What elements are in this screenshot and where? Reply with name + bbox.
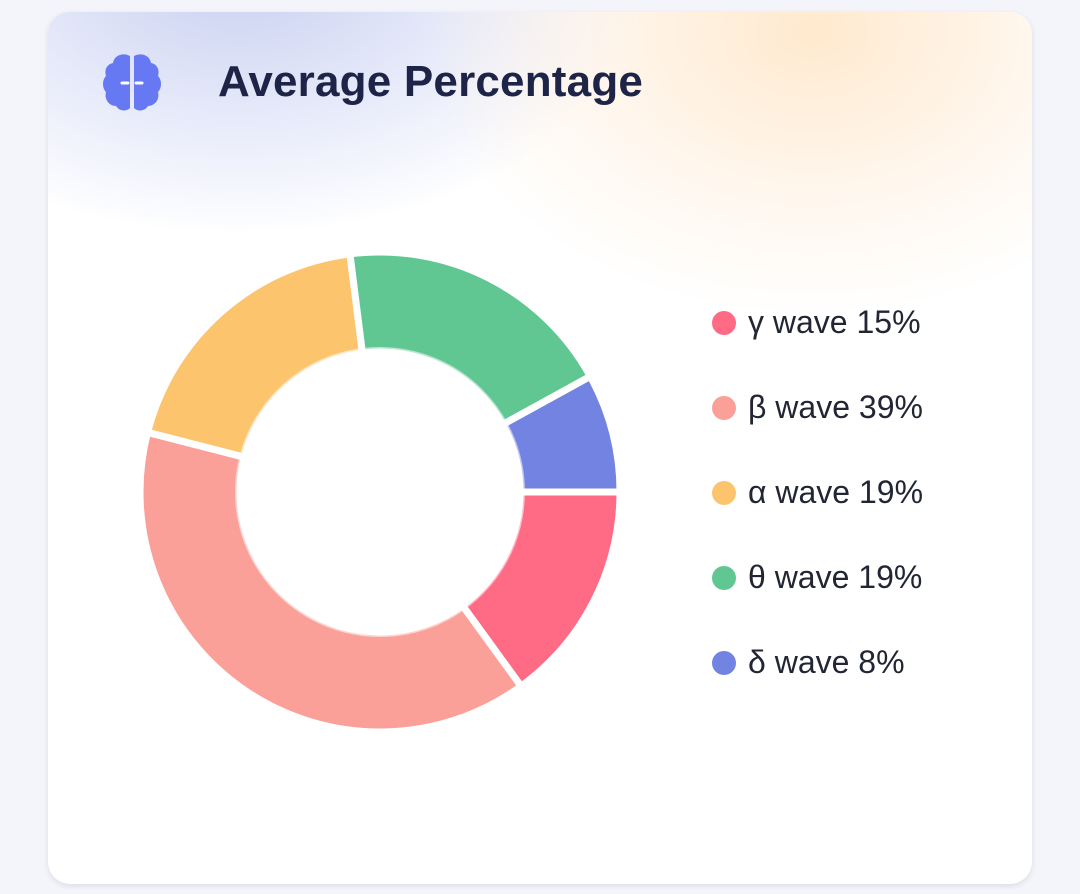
legend-dot bbox=[712, 650, 736, 675]
legend-item[interactable]: δ wave 8% bbox=[712, 620, 923, 705]
legend-item[interactable]: α wave 19% bbox=[712, 450, 923, 535]
legend-label: θ wave 19% bbox=[748, 559, 923, 595]
legend-item[interactable]: θ wave 19% bbox=[712, 535, 923, 620]
legend-dot bbox=[712, 480, 736, 505]
donut-slice-2[interactable] bbox=[136, 428, 526, 736]
legend-dot bbox=[712, 395, 736, 420]
card-header: Average Percentage bbox=[102, 48, 643, 116]
legend-dot bbox=[712, 565, 736, 590]
brain-icon bbox=[103, 54, 161, 111]
legend-item[interactable]: γ wave 15% bbox=[712, 280, 923, 365]
legend-label: β wave 39% bbox=[748, 389, 923, 425]
donut-inner-ring bbox=[235, 347, 525, 637]
chart-legend: γ wave 15% β wave 39% α wave 19% θ wave 19%… bbox=[712, 280, 923, 705]
average-percentage-card: Average Percentage γ wave 15% β wave 39% α… bbox=[48, 12, 1032, 884]
legend-dot bbox=[712, 310, 736, 335]
legend-label: α wave 19% bbox=[748, 474, 924, 510]
legend-item[interactable]: β wave 39% bbox=[712, 365, 923, 450]
legend-label: γ wave 15% bbox=[748, 304, 921, 340]
page-title: Average Percentage bbox=[218, 57, 644, 106]
donut-chart bbox=[136, 248, 624, 736]
legend-label: δ wave 8% bbox=[748, 644, 905, 680]
